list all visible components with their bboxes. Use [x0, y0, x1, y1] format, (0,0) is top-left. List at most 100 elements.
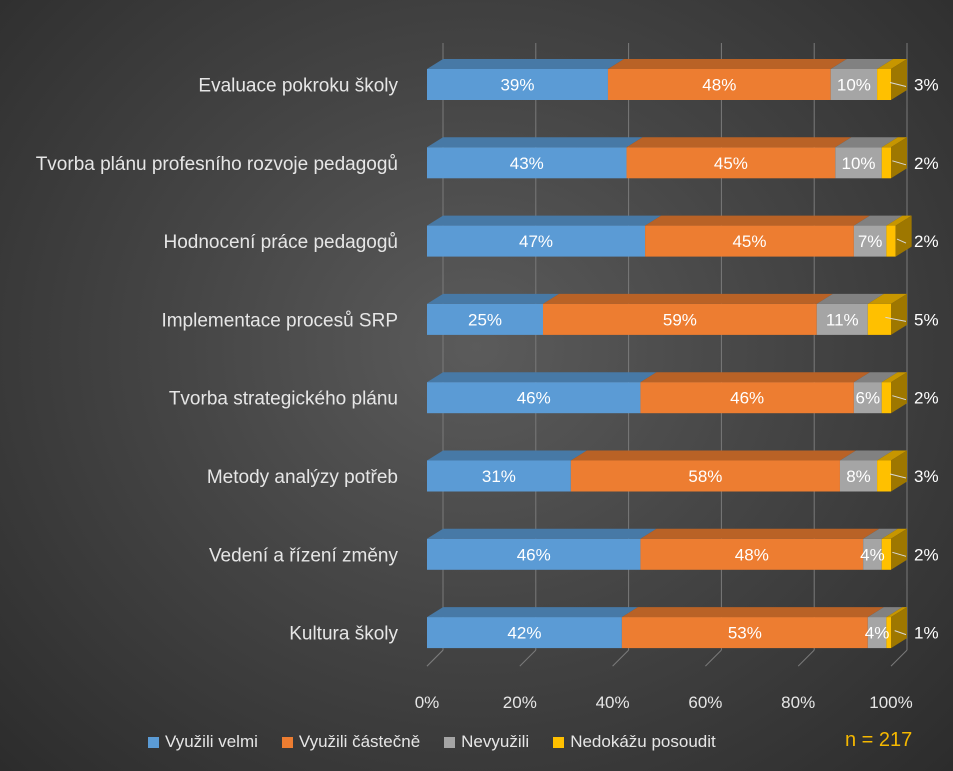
category-label: Evaluace pokroku školy: [198, 76, 398, 97]
axis-floor-line: [426, 649, 444, 667]
bar-segment: [626, 137, 852, 179]
data-label: 4%: [865, 624, 890, 643]
bar-segment: [427, 450, 587, 492]
data-label: 5%: [914, 310, 939, 329]
data-label: 59%: [663, 310, 697, 329]
category-label: Tvorba strategického plánu: [169, 389, 398, 410]
data-label: 2%: [914, 232, 939, 251]
data-label: 6%: [856, 389, 881, 408]
gridline-floor: [890, 649, 908, 667]
data-label: 3%: [914, 467, 939, 486]
legend-label: Využili velmi: [165, 732, 258, 751]
legend-label: Využili částečně: [298, 732, 421, 751]
legend-swatch: [148, 736, 159, 748]
leader-line: [896, 238, 907, 244]
data-label: 39%: [500, 76, 534, 95]
bar-segment: [570, 450, 856, 492]
leader-line: [889, 473, 907, 479]
data-label: 43%: [510, 154, 544, 173]
bar-segment: [645, 215, 870, 257]
data-label: 47%: [519, 232, 553, 251]
x-tick-label: 60%: [688, 693, 722, 712]
bar-segment: [543, 293, 833, 335]
bar-segment: [640, 372, 870, 414]
legend-swatch: [281, 736, 293, 748]
leader-line: [885, 316, 907, 322]
bar-segment: [427, 293, 559, 335]
leader-line: [892, 551, 907, 557]
x-axis-ticks: 0% 20% 40% 60% 80% 100%: [415, 693, 913, 712]
bar-segment: [427, 607, 638, 649]
legend-item: Nedokážu posoudit: [553, 732, 716, 752]
gridline-floor: [612, 649, 629, 667]
data-label: 7%: [858, 232, 883, 251]
bar-segment: [830, 59, 894, 100]
data-label: 53%: [728, 624, 762, 643]
bar-segment: [427, 528, 657, 570]
bar-segment: [640, 528, 880, 570]
bar-segment: [863, 528, 898, 570]
data-label: 48%: [702, 76, 736, 95]
bar-segment: [886, 215, 912, 257]
bar-segment: [877, 450, 907, 492]
bar-segment: [886, 607, 907, 649]
legend-item: Využili částečně: [281, 732, 421, 752]
legend-item: Nevyužili: [444, 732, 529, 752]
legend-item: Využili velmi: [148, 732, 258, 752]
data-label: 45%: [714, 154, 748, 173]
leader-line: [894, 630, 907, 636]
x-tick-label: 100%: [869, 693, 912, 712]
bar-segment: [853, 215, 903, 257]
legend-swatch: [444, 736, 456, 748]
bar-segment: [427, 215, 662, 257]
data-label: 46%: [730, 389, 764, 408]
x-tick-label: 20%: [503, 693, 537, 712]
category-label: Implementace procesů SRP: [161, 310, 398, 331]
x-tick-label: 40%: [596, 693, 630, 712]
bar-segment: [881, 528, 907, 570]
x-tick-label: 0%: [415, 693, 440, 712]
data-label: 31%: [482, 467, 516, 486]
sample-size-note: n = 217: [845, 729, 913, 751]
gridline-floor: [797, 649, 815, 667]
data-label: 46%: [517, 389, 551, 408]
bar-segment: [881, 372, 907, 414]
data-label: 2%: [914, 154, 939, 173]
value-labels: 39% 48% 10% 3% 43% 45% 10% 2% 47% 45% 7% 2% 25% 59% 11…: [468, 76, 939, 643]
legend: Využili velmi Využili částečně Nevyužili Ne…: [148, 728, 740, 756]
category-label: Metody analýzy potřeb: [207, 467, 398, 488]
bar-segment: [427, 372, 657, 414]
category-label: Hodnocení práce pedagogů: [163, 232, 398, 253]
leader-line: [892, 395, 907, 401]
data-label: 3%: [914, 76, 939, 95]
data-label: 45%: [732, 232, 766, 251]
gridline-floor: [519, 649, 537, 667]
bar-segment: [877, 59, 907, 100]
category-label: Kultura školy: [289, 624, 398, 645]
data-label: 42%: [507, 624, 541, 643]
data-label: 25%: [468, 310, 502, 329]
bars: [427, 59, 912, 649]
bar-segment: [621, 607, 884, 649]
leader-line: [892, 160, 907, 166]
data-label: 11%: [826, 310, 859, 329]
x-tick-label: 80%: [781, 693, 815, 712]
data-label: 10%: [837, 76, 871, 95]
data-label: 8%: [846, 467, 871, 486]
bar-segment: [867, 293, 907, 335]
category-label: Tvorba plánu profesního rozvoje pedagogů: [36, 154, 398, 175]
legend-swatch: [553, 736, 565, 748]
bar-segment: [835, 137, 898, 179]
bar-segment: [607, 59, 847, 100]
data-label: 10%: [842, 154, 876, 173]
data-label: 46%: [517, 545, 551, 564]
legend-label: Nevyužili: [461, 732, 530, 751]
bar-segment: [867, 607, 903, 649]
bar-segment: [853, 372, 898, 414]
data-label: 58%: [688, 467, 722, 486]
category-labels: Evaluace pokroku školy Tvorba plánu profe…: [36, 76, 399, 645]
data-label: 1%: [914, 624, 939, 643]
bar-segment: [816, 293, 884, 335]
bar-segment: [881, 137, 907, 179]
